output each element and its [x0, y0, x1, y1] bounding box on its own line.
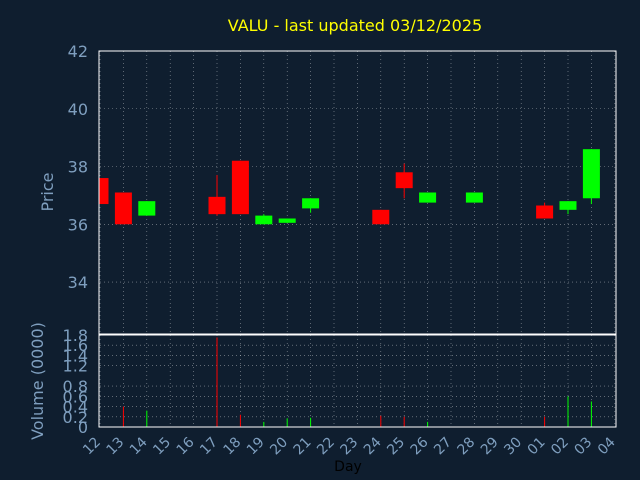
volume-axis-label: Volume (0000) [28, 322, 47, 440]
price-y-tick-label: 42 [68, 42, 88, 61]
candle-body [372, 209, 390, 225]
price-y-tick-label: 34 [68, 273, 88, 292]
volume-y-tick-label: 0 [78, 418, 88, 437]
price-plot-frame [98, 50, 617, 335]
volume-y-tick-label: 1.8 [63, 326, 88, 345]
volume-y-tick-label: 1.6 [63, 336, 88, 355]
volume-y-tick-label: 1.4 [63, 346, 88, 365]
volume-y-tick-label: 0.2 [63, 408, 88, 427]
candle-body [395, 172, 413, 189]
price-y-tick-label: 36 [68, 215, 88, 234]
volume-y-tick-label: 1.2 [63, 357, 88, 376]
candle-body [100, 178, 109, 205]
volume-bars [122, 337, 592, 427]
x-axis-label: Day [334, 459, 362, 475]
candle-body [138, 201, 156, 216]
candle-body [302, 198, 320, 209]
candle-body [278, 218, 296, 223]
price-y-ticks: 34 36 38 40 42 [68, 42, 88, 292]
price-candles [99, 149, 600, 225]
candle-body [255, 215, 273, 225]
candle-body [208, 196, 226, 215]
volume-grid [99, 334, 616, 428]
chart-title: VALU - last updated 03/12/2025 [228, 16, 482, 35]
price-y-tick-label: 38 [68, 158, 88, 177]
x-ticks: 12 13 14 15 16 17 18 19 20 21 22 23 24 25 26 27 28 29 30 01… [80, 434, 619, 458]
candle-body [582, 149, 600, 199]
volume-y-ticks: 00.20.40.60.81.21.41.61.8 [63, 326, 88, 437]
volume-y-tick-label: 0.6 [63, 387, 88, 406]
candle-body [559, 201, 577, 210]
candle-body [419, 192, 437, 203]
volume-plot-frame [98, 334, 617, 428]
candle-body [465, 192, 483, 203]
candle-body [114, 192, 132, 225]
candle-body [231, 160, 249, 215]
candle-body [536, 205, 554, 219]
volume-y-tick-label: 0.8 [63, 377, 88, 396]
volume-y-tick-label: 0.4 [63, 398, 88, 417]
price-axis-label: Price [38, 172, 57, 211]
price-y-tick-label: 40 [68, 100, 88, 119]
